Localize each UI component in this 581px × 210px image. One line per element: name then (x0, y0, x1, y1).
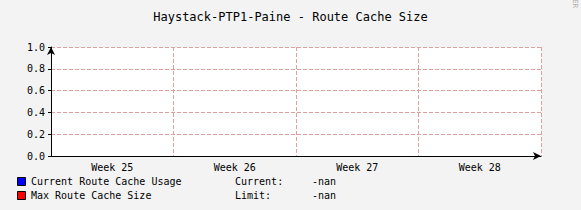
svg-text:-nan: -nan (312, 176, 336, 187)
svg-text:Week 28: Week 28 (459, 162, 501, 173)
svg-text:0.6: 0.6 (27, 85, 45, 96)
svg-text:1.0: 1.0 (27, 42, 45, 53)
svg-text:Week 27: Week 27 (336, 162, 378, 173)
svg-text:RRDTOOL / TOBI OETIKER: RRDTOOL / TOBI OETIKER (571, 0, 579, 9)
svg-text:Max Route Cache Size: Max Route Cache Size (31, 190, 151, 201)
svg-text:Current Route Cache Usage: Current Route Cache Usage (31, 176, 182, 187)
svg-text:0.4: 0.4 (27, 107, 45, 118)
svg-text:0.8: 0.8 (27, 63, 45, 74)
svg-text:Week 26: Week 26 (214, 162, 256, 173)
svg-text:Haystack-PTP1-Paine - Route Ca: Haystack-PTP1-Paine - Route Cache Size (153, 10, 428, 24)
svg-text:Current:: Current: (235, 176, 283, 187)
svg-text:0.2: 0.2 (27, 129, 45, 140)
svg-text:-nan: -nan (312, 190, 336, 201)
svg-text:0.0: 0.0 (27, 151, 45, 162)
svg-text:Week 25: Week 25 (91, 162, 133, 173)
svg-text:Limit:: Limit: (235, 190, 271, 201)
